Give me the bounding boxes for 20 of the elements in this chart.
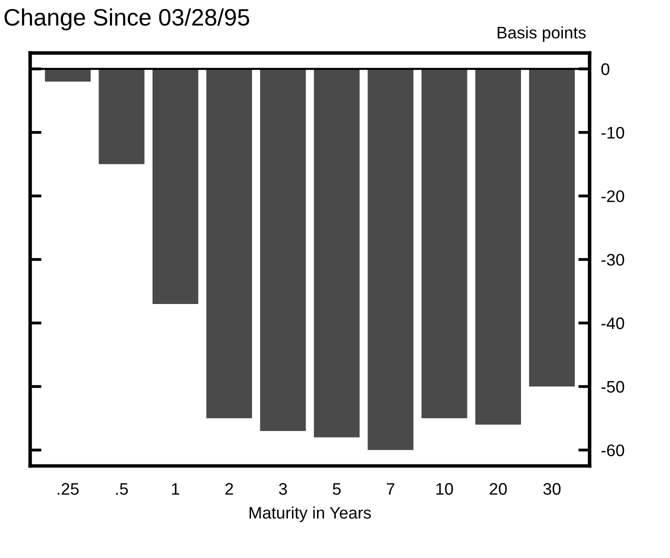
x-tick-label: .5	[116, 483, 128, 495]
y-tick-label: 0	[601, 63, 610, 76]
x-axis-title: Maturity in Years	[250, 506, 371, 522]
y-tick-label: -40	[601, 317, 624, 330]
x-tick-label: 7	[386, 483, 394, 495]
x-tick-label: .25	[58, 483, 79, 495]
y-axis-title: Basis points	[498, 26, 586, 42]
y-tick-label: -20	[601, 190, 624, 202]
x-tick-label: 20	[490, 483, 507, 495]
y-tick-label: -10	[601, 126, 624, 139]
x-tick-label: 10	[436, 483, 453, 495]
x-tick-label: 30	[543, 483, 561, 495]
chart-title: Change Since 03/28/95	[4, 8, 250, 30]
y-tick-label: -60	[601, 444, 624, 456]
x-tick-label: 2	[225, 483, 233, 495]
x-tick-label: 5	[332, 483, 341, 495]
y-tick-label: -30	[601, 254, 624, 266]
y-tick-label: -50	[601, 380, 624, 393]
x-tick-label: 1	[172, 483, 180, 495]
x-tick-label: 3	[278, 483, 287, 495]
